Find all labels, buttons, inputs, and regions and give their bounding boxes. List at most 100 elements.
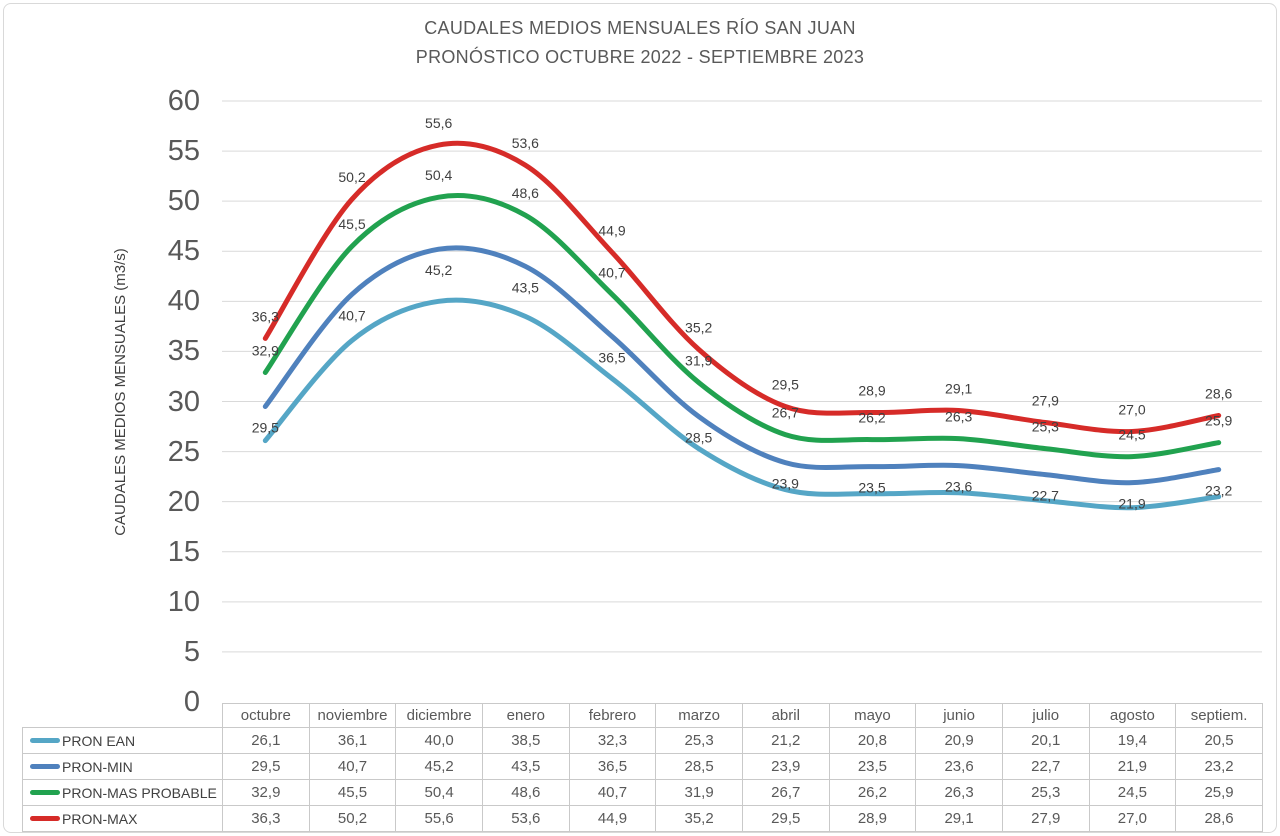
value-cell: 40,7 <box>308 753 397 780</box>
y-axis-tick-label: 50 <box>167 185 200 218</box>
legend-label: PRON-MAX <box>62 810 138 827</box>
value-cell: 55,6 <box>395 805 483 832</box>
month-header-cell: marzo <box>655 703 743 728</box>
data-label-pron-max: 53,6 <box>512 135 539 151</box>
month-header-cell: septiem. <box>1175 703 1263 728</box>
value-cell: 53,6 <box>481 805 570 832</box>
month-header-cell: enero <box>481 703 570 728</box>
y-axis-tick-label: 40 <box>167 285 200 318</box>
value-cell: 20,5 <box>1175 727 1263 754</box>
value-cell: 36,3 <box>222 805 310 832</box>
legend-label: PRON EAN <box>62 732 136 749</box>
data-label-pron-mas-probable: 48,6 <box>512 185 539 201</box>
data-label-pron-mas-probable: 25,3 <box>1032 419 1059 435</box>
value-cell: 25,3 <box>1001 779 1090 806</box>
legend-key-icon <box>30 790 60 796</box>
data-label-pron-mas-probable: 40,7 <box>598 264 625 280</box>
value-cell: 28,5 <box>655 753 743 780</box>
value-cell: 23,5 <box>828 753 917 780</box>
legend-cell-pron-max: PRON-MAX <box>22 805 223 832</box>
value-cell: 29,5 <box>741 805 830 832</box>
legend-key-icon <box>30 738 60 744</box>
data-label-pron-min: 36,5 <box>598 349 625 365</box>
series-line-pron-min <box>262 245 1222 486</box>
data-label-pron-mas-probable: 50,4 <box>425 167 452 183</box>
data-label-pron-min: 23,2 <box>1205 483 1232 499</box>
data-label-pron-max: 35,2 <box>685 319 712 335</box>
legend-cell-pron-ean: PRON EAN <box>22 727 223 754</box>
data-label-pron-max: 27,0 <box>1118 402 1145 418</box>
value-cell: 29,5 <box>222 753 310 780</box>
value-cell: 26,1 <box>222 727 310 754</box>
value-cell: 27,9 <box>1001 805 1090 832</box>
value-cell: 23,2 <box>1175 753 1263 780</box>
y-axis-tick-label: 10 <box>167 585 200 618</box>
data-label-pron-max: 29,5 <box>772 377 799 393</box>
value-cell: 20,8 <box>828 727 917 754</box>
value-cell: 38,5 <box>481 727 570 754</box>
y-axis-tick-label: 30 <box>167 385 200 418</box>
table-header-row: octubre noviembre diciembre enero febrero mar… <box>23 703 1263 728</box>
value-cell: 19,4 <box>1088 727 1177 754</box>
data-label-pron-max: 29,1 <box>945 381 972 397</box>
series-row-pron-min: PRON-MIN 29,5 40,7 45,2 43,5 36,5 28,5 23,9 23,5… <box>22 753 1263 780</box>
table-corner-cell <box>23 704 223 728</box>
value-cell: 32,9 <box>222 779 310 806</box>
value-cell: 27,0 <box>1088 805 1177 832</box>
value-cell: 23,6 <box>915 753 1003 780</box>
value-cell: 48,6 <box>481 779 570 806</box>
value-cell: 22,7 <box>1001 753 1090 780</box>
value-cell: 26,7 <box>741 779 830 806</box>
data-label-pron-max: 44,9 <box>598 222 625 238</box>
data-table: octubre noviembre diciembre enero febrero mar… <box>22 703 1263 832</box>
data-label-pron-max: 28,6 <box>1205 386 1232 402</box>
data-label-pron-min: 23,6 <box>945 479 972 495</box>
value-cell: 20,1 <box>1001 727 1090 754</box>
series-row-pron-ean: PRON EAN 26,1 36,1 40,0 38,5 32,3 25,3 21,2 20,8… <box>22 727 1263 754</box>
y-axis-tick-label: 0 <box>183 686 200 718</box>
legend-label: PRON-MAS PROBABLE <box>62 784 217 801</box>
y-axis-tick-label: 60 <box>167 85 200 117</box>
y-axis-tick-label: 35 <box>167 335 200 368</box>
data-label-pron-mas-probable: 25,9 <box>1205 413 1232 429</box>
month-header-cell: diciembre <box>395 703 483 728</box>
month-header-cell: mayo <box>828 703 917 728</box>
legend-key-icon <box>30 816 60 822</box>
value-cell: 36,1 <box>308 727 397 754</box>
series-line-pron-ean <box>262 297 1222 511</box>
month-header-cell: octubre <box>222 703 310 728</box>
value-cell: 21,2 <box>741 727 830 754</box>
legend-cell-pron-min: PRON-MIN <box>22 753 223 780</box>
data-label-pron-min: 21,9 <box>1118 496 1145 512</box>
legend-cell-pron-mas-probable: PRON-MAS PROBABLE <box>22 779 223 806</box>
month-header-cell: agosto <box>1088 703 1177 728</box>
data-label-pron-mas-probable: 26,2 <box>858 410 885 426</box>
plot-area: 29,5 40,7 45,2 43,5 36,5 28,5 23,9 23,5 23,6 22,7… <box>222 100 1262 653</box>
value-cell: 26,3 <box>915 779 1003 806</box>
value-cell: 32,3 <box>568 727 657 754</box>
month-header-cell: noviembre <box>308 703 397 728</box>
value-cell: 40,0 <box>395 727 483 754</box>
value-cell: 28,9 <box>828 805 917 832</box>
value-cell: 25,3 <box>655 727 743 754</box>
series-line-pron-max <box>262 140 1222 435</box>
y-axis-tick-label: 5 <box>183 635 200 668</box>
data-label-pron-min: 23,9 <box>772 476 799 492</box>
y-axis-tick-label: 15 <box>167 535 200 568</box>
data-label-pron-mas-probable: 26,3 <box>945 409 972 425</box>
legend-key-icon <box>30 764 60 770</box>
value-cell: 43,5 <box>481 753 570 780</box>
data-label-pron-max: 36,3 <box>252 308 279 324</box>
value-cell: 50,4 <box>395 779 483 806</box>
value-cell: 25,9 <box>1175 779 1263 806</box>
data-label-pron-min: 45,2 <box>425 262 452 278</box>
series-row-pron-mas-probable: PRON-MAS PROBABLE 32,9 45,5 50,4 48,6 40,7 31,… <box>22 779 1263 806</box>
data-label-pron-min: 22,7 <box>1032 488 1059 504</box>
value-cell: 50,2 <box>308 805 397 832</box>
value-cell: 24,5 <box>1088 779 1177 806</box>
y-axis-tick-label: 20 <box>167 485 200 518</box>
data-label-pron-max: 28,9 <box>858 383 885 399</box>
data-label-pron-max: 55,6 <box>425 115 452 131</box>
y-axis-tick-label: 45 <box>167 235 200 268</box>
chart-title-line1: CAUDALES MEDIOS MENSUALES RÍO SAN JUAN <box>424 18 856 38</box>
